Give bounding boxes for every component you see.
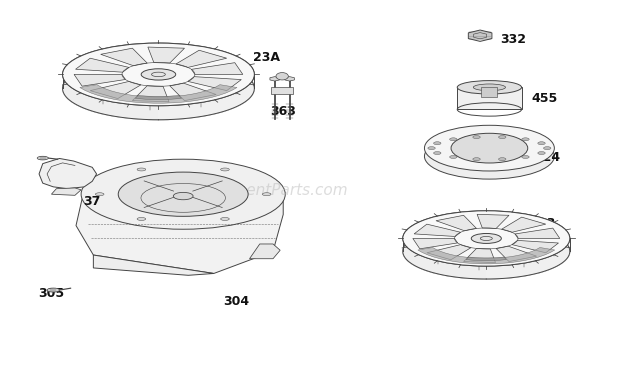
Ellipse shape bbox=[522, 155, 529, 158]
Ellipse shape bbox=[425, 125, 554, 171]
Polygon shape bbox=[270, 77, 280, 81]
Polygon shape bbox=[486, 211, 570, 279]
Ellipse shape bbox=[95, 193, 104, 196]
Ellipse shape bbox=[403, 211, 570, 266]
Polygon shape bbox=[148, 47, 185, 63]
Ellipse shape bbox=[47, 288, 60, 292]
Polygon shape bbox=[515, 228, 560, 238]
Polygon shape bbox=[403, 211, 486, 279]
Ellipse shape bbox=[433, 152, 441, 155]
Text: 324: 324 bbox=[534, 151, 560, 164]
Polygon shape bbox=[76, 58, 129, 72]
Ellipse shape bbox=[63, 43, 254, 106]
Polygon shape bbox=[496, 246, 537, 262]
Polygon shape bbox=[100, 48, 147, 66]
Polygon shape bbox=[39, 158, 97, 189]
Ellipse shape bbox=[118, 172, 248, 216]
Polygon shape bbox=[76, 194, 283, 273]
Polygon shape bbox=[477, 214, 509, 228]
Ellipse shape bbox=[473, 158, 480, 161]
Polygon shape bbox=[135, 95, 182, 100]
Ellipse shape bbox=[425, 134, 554, 179]
Ellipse shape bbox=[522, 138, 529, 141]
Ellipse shape bbox=[428, 147, 435, 149]
Polygon shape bbox=[427, 245, 471, 260]
Text: 304: 304 bbox=[223, 295, 249, 307]
Polygon shape bbox=[249, 244, 280, 259]
Bar bbox=[481, 87, 497, 97]
Polygon shape bbox=[51, 188, 81, 195]
Text: eReplacementParts.com: eReplacementParts.com bbox=[161, 183, 348, 198]
Ellipse shape bbox=[538, 142, 545, 145]
Polygon shape bbox=[414, 224, 461, 236]
Text: 23A: 23A bbox=[253, 51, 280, 64]
Ellipse shape bbox=[471, 233, 502, 243]
Polygon shape bbox=[436, 215, 477, 231]
Text: 38: 38 bbox=[40, 166, 57, 179]
Ellipse shape bbox=[137, 168, 146, 171]
Ellipse shape bbox=[473, 136, 480, 139]
Text: 23: 23 bbox=[538, 217, 555, 230]
Polygon shape bbox=[176, 50, 227, 67]
Polygon shape bbox=[132, 86, 169, 102]
Ellipse shape bbox=[403, 224, 570, 279]
Text: 332: 332 bbox=[500, 33, 526, 46]
Polygon shape bbox=[90, 81, 141, 98]
Ellipse shape bbox=[457, 81, 521, 94]
Ellipse shape bbox=[63, 57, 254, 120]
Ellipse shape bbox=[498, 136, 506, 139]
Polygon shape bbox=[466, 257, 507, 260]
Ellipse shape bbox=[538, 152, 545, 155]
Ellipse shape bbox=[173, 192, 193, 200]
Polygon shape bbox=[418, 248, 555, 264]
Text: 37: 37 bbox=[83, 195, 100, 208]
Polygon shape bbox=[94, 255, 214, 275]
Polygon shape bbox=[413, 238, 458, 249]
Bar bbox=[457, 87, 521, 110]
Polygon shape bbox=[170, 83, 216, 101]
Ellipse shape bbox=[221, 168, 229, 171]
Ellipse shape bbox=[450, 138, 457, 141]
Ellipse shape bbox=[141, 69, 175, 80]
Polygon shape bbox=[63, 43, 159, 120]
Ellipse shape bbox=[473, 84, 505, 91]
Ellipse shape bbox=[37, 156, 48, 160]
Polygon shape bbox=[502, 217, 546, 232]
Ellipse shape bbox=[221, 218, 229, 221]
Polygon shape bbox=[80, 85, 237, 103]
Ellipse shape bbox=[498, 158, 506, 161]
Ellipse shape bbox=[544, 147, 551, 149]
Ellipse shape bbox=[450, 155, 457, 158]
Text: 455: 455 bbox=[531, 92, 558, 105]
Polygon shape bbox=[285, 77, 294, 81]
Polygon shape bbox=[512, 240, 559, 253]
Polygon shape bbox=[74, 74, 125, 86]
Ellipse shape bbox=[451, 133, 528, 163]
Ellipse shape bbox=[137, 218, 146, 221]
Ellipse shape bbox=[81, 159, 285, 229]
Text: 305: 305 bbox=[38, 287, 64, 300]
Circle shape bbox=[276, 73, 288, 80]
Polygon shape bbox=[188, 77, 241, 91]
Ellipse shape bbox=[433, 142, 441, 145]
Bar bbox=[271, 87, 293, 94]
Polygon shape bbox=[159, 43, 254, 120]
Ellipse shape bbox=[262, 193, 271, 196]
Text: 363: 363 bbox=[270, 105, 296, 118]
Polygon shape bbox=[192, 63, 243, 74]
Polygon shape bbox=[464, 248, 495, 263]
Polygon shape bbox=[468, 30, 492, 41]
